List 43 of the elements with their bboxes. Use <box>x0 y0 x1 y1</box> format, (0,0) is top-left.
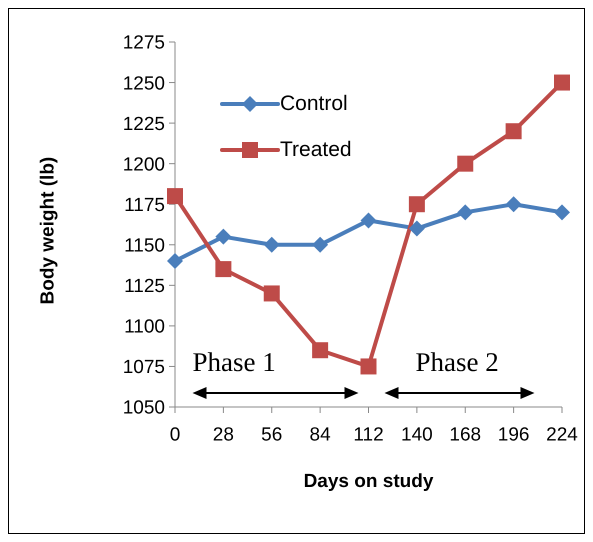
x-tick-label: 112 <box>353 424 384 446</box>
x-tick-label: 84 <box>310 424 332 446</box>
y-tick-label: 1275 <box>122 32 165 54</box>
point <box>264 285 280 302</box>
point <box>408 196 425 212</box>
point <box>215 261 232 278</box>
y-axis-title: Body weight (lb) <box>38 156 59 304</box>
y-tick-label: 1225 <box>122 114 165 135</box>
point <box>457 204 474 220</box>
point <box>457 156 474 172</box>
point <box>554 204 570 220</box>
y-tick-label: 1150 <box>124 236 165 257</box>
point <box>408 220 425 237</box>
point <box>506 196 522 212</box>
legend-label: Control <box>280 92 348 116</box>
x-tick-label: 224 <box>546 424 578 446</box>
annotation: Phase 2 <box>416 347 499 377</box>
x-tick-label: 56 <box>261 424 282 446</box>
y-tick-label: 1050 <box>122 398 165 419</box>
point <box>167 253 183 269</box>
x-tick-label: 0 <box>170 424 180 446</box>
point <box>264 236 280 253</box>
point <box>215 228 232 245</box>
point <box>167 188 183 204</box>
y-tick-label: 1100 <box>124 316 165 338</box>
y-tick-label: 1250 <box>122 73 165 94</box>
annotation: Phase 1 <box>192 347 276 377</box>
x-tick-label: 140 <box>401 424 433 446</box>
legend-label: Treated <box>280 138 352 162</box>
point <box>312 342 328 358</box>
point <box>554 74 570 91</box>
point <box>506 123 522 140</box>
y-tick-label: 1125 <box>124 276 165 298</box>
point <box>360 358 376 374</box>
y-tick-label: 1075 <box>122 357 165 378</box>
point <box>312 236 328 253</box>
x-tick-label: 168 <box>449 424 482 446</box>
x-tick-label: 196 <box>498 424 530 446</box>
y-tick-label: 1200 <box>122 154 165 176</box>
y-tick-label: 1175 <box>124 194 165 216</box>
x-axis-title: Days on study <box>304 471 434 492</box>
x-tick-label: 28 <box>212 424 234 446</box>
point <box>360 212 376 228</box>
